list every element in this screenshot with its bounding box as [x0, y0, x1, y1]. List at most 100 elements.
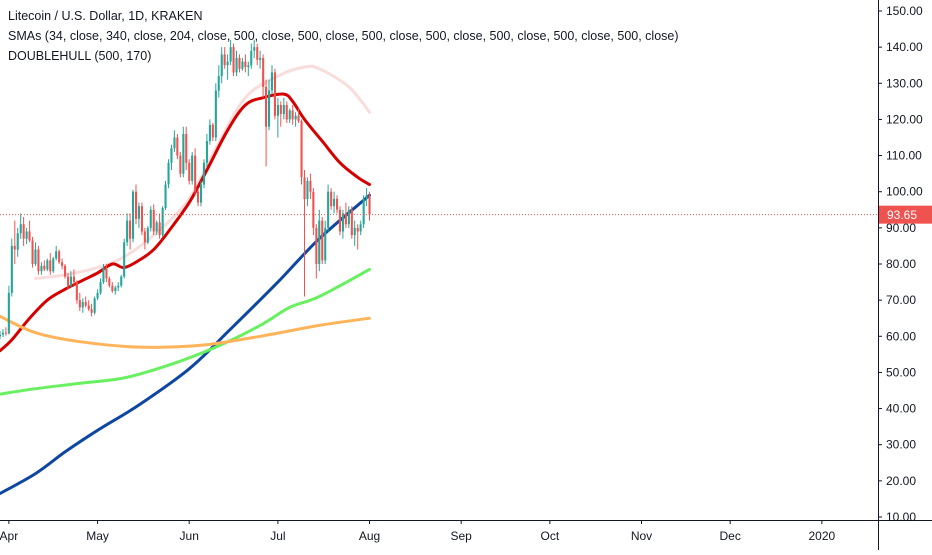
doublehull-indicator-label[interactable]: DOUBLEHULL (500, 170) [8, 49, 152, 63]
x-tick-label: Aug [359, 529, 380, 543]
candle-body [149, 209, 152, 228]
candle-body [359, 224, 362, 232]
candle-body [341, 213, 344, 232]
candle-body [37, 249, 40, 272]
candle-body [265, 86, 268, 127]
plot-area [0, 0, 878, 520]
candle-body [25, 231, 28, 239]
candle-body [4, 332, 7, 334]
candle-body [223, 54, 226, 66]
candle-body [303, 177, 306, 199]
x-tick-label: Dec [720, 529, 741, 543]
candle-body [96, 292, 99, 299]
candle-body [114, 287, 117, 292]
candle-body [69, 276, 72, 286]
candle-body [10, 245, 13, 293]
candle-body [309, 180, 312, 192]
candle-body [318, 220, 321, 264]
candle-body [43, 265, 46, 270]
candle-body [78, 300, 81, 308]
candle-body [132, 191, 135, 239]
sma-indicator-label[interactable]: SMAs (34, close, 340, close, 204, close,… [8, 29, 679, 43]
candle-body [7, 292, 10, 334]
candle-body [13, 245, 16, 250]
candle-body [315, 227, 318, 264]
candle-body [256, 47, 259, 60]
y-tick-label: 50.00 [886, 365, 916, 379]
candle-body [244, 61, 247, 67]
candle-body [273, 72, 276, 116]
candle-body [93, 298, 96, 313]
candle-body [321, 220, 324, 261]
x-tick-label: Sep [450, 529, 472, 543]
candle-body [291, 110, 294, 120]
candle-body [182, 133, 185, 174]
candle-body [347, 209, 350, 225]
y-tick-label: 80.00 [886, 257, 916, 271]
candle-body [90, 309, 93, 313]
candle-body [140, 206, 143, 232]
candle-body [22, 224, 25, 239]
candle-body [253, 47, 256, 51]
y-tick-label: 150.00 [886, 4, 923, 18]
candle-body [1, 332, 4, 335]
candle-body [200, 184, 203, 203]
candle-body [99, 282, 102, 293]
candle-body [362, 198, 365, 225]
candle-body [235, 58, 238, 73]
candle-body [285, 105, 288, 120]
candle-body [72, 276, 75, 282]
candle-body [232, 47, 235, 73]
candle-body [167, 162, 170, 185]
candle-body [247, 65, 250, 67]
candle-body [197, 191, 200, 203]
candle-body [353, 227, 356, 236]
candle-body [129, 220, 132, 239]
chart-legend: Litecoin / U.S. Dollar, 1D, KRAKEN SMAs … [8, 6, 679, 66]
ma-line-3 [0, 193, 371, 495]
candle-body [268, 90, 271, 127]
candle-body [300, 121, 303, 178]
candle-body [146, 227, 149, 243]
x-tick-label: Apr [0, 529, 18, 543]
last-price-value: 93.65 [887, 208, 917, 222]
candle-body [164, 184, 167, 208]
y-tick-label: 90.00 [886, 221, 916, 235]
candle-body [241, 61, 244, 69]
candle-body [108, 278, 111, 286]
candle-body [173, 137, 176, 149]
candle-body [312, 191, 315, 228]
ma-line-5 [0, 314, 371, 349]
candle-body [117, 285, 120, 288]
ma-line-4 [0, 267, 371, 396]
candle-body [31, 240, 34, 264]
x-tick-label: Oct [541, 529, 560, 543]
candle-body [259, 58, 262, 60]
candle-body [202, 162, 205, 185]
candle-body [276, 105, 279, 116]
candle-body [87, 305, 90, 310]
candle-body [270, 72, 273, 91]
y-tick-label: 140.00 [886, 40, 923, 54]
candle-body [288, 110, 291, 120]
y-tick-label: 30.00 [886, 438, 916, 452]
candle-body [126, 220, 129, 243]
y-tick-label: 60.00 [886, 329, 916, 343]
candle-body [84, 302, 87, 306]
candle-body [262, 58, 265, 87]
candle-body [294, 115, 297, 120]
candle-body [19, 224, 22, 234]
symbol-title[interactable]: Litecoin / U.S. Dollar, 1D, KRAKEN [8, 9, 203, 23]
candle-body [344, 213, 347, 225]
x-tick-label: 2020 [808, 529, 835, 543]
candle-body [111, 285, 114, 292]
candle-body [330, 191, 333, 207]
candle-body [214, 90, 217, 138]
candle-body [40, 265, 43, 272]
candle-body [170, 148, 173, 163]
candle-body [55, 251, 58, 259]
candle-body [333, 198, 336, 207]
candle-body [61, 262, 64, 266]
candle-body [250, 50, 253, 66]
